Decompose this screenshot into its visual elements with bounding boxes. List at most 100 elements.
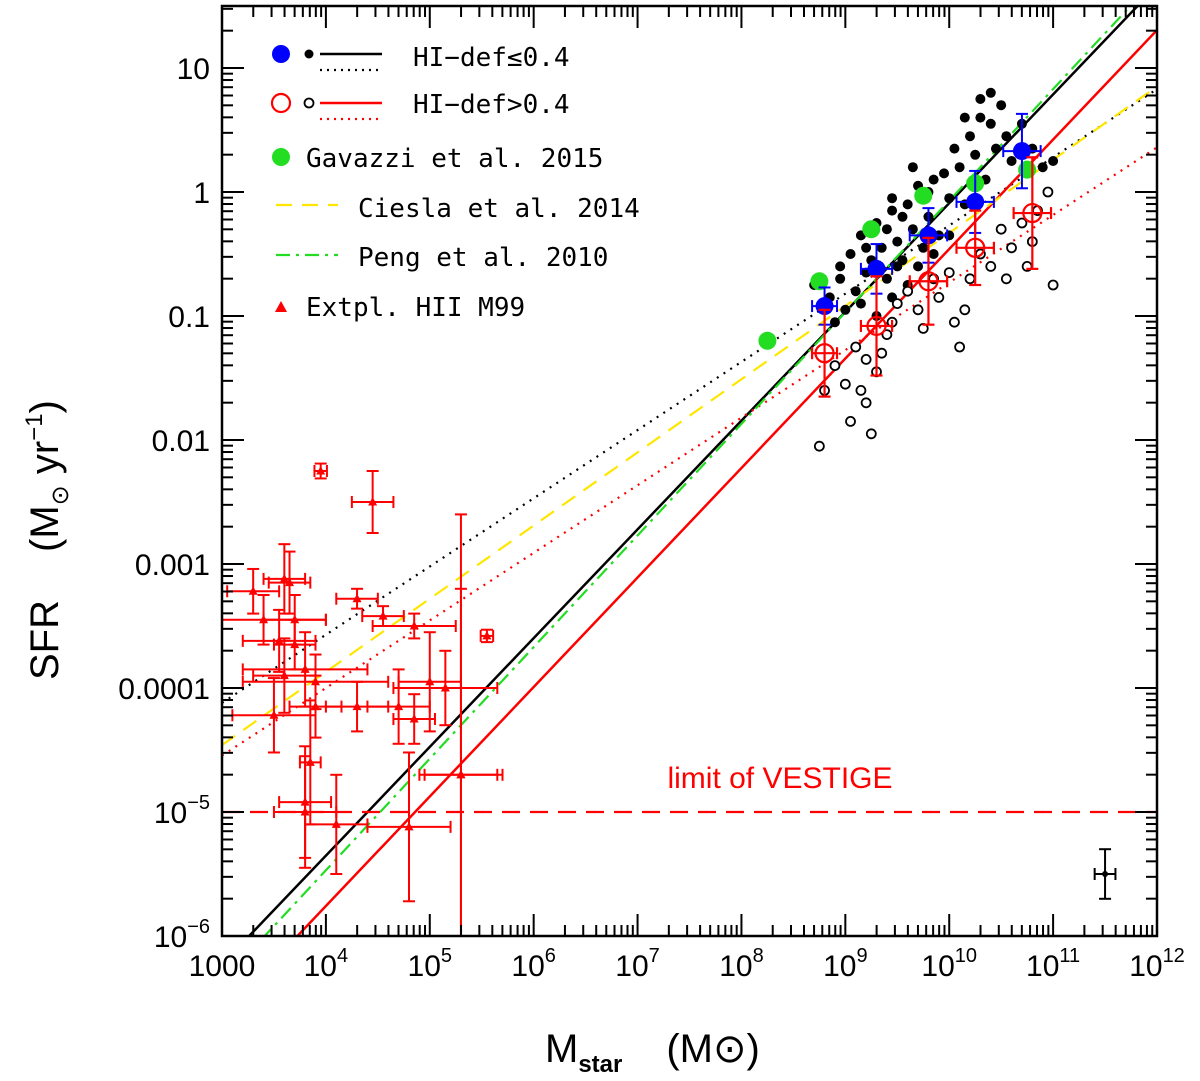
- vestige-limit-label: limit of VESTIGE: [667, 762, 892, 795]
- galaxy-point-normal: [959, 112, 970, 123]
- galaxy-point-deficient: [891, 298, 903, 310]
- galaxy-point-normal: [1001, 131, 1012, 142]
- legend-label: Peng et al. 2010: [358, 243, 608, 273]
- galaxy-point-deficient: [943, 267, 955, 279]
- gavazzi-point: [810, 272, 829, 291]
- x-tick-label: 108: [719, 945, 764, 983]
- binned-deficient-point: [965, 237, 986, 258]
- galaxy-point-deficient: [933, 291, 945, 303]
- error-bar: [1012, 156, 1053, 270]
- galaxy-point-deficient: [845, 415, 856, 427]
- hii-region-point: [404, 821, 414, 831]
- galaxy-point-deficient: [1042, 186, 1054, 198]
- galaxy-point-normal: [907, 162, 918, 173]
- binned-deficient-point: [866, 315, 887, 337]
- galaxy-point-deficient: [850, 341, 862, 353]
- galaxy-point-deficient: [855, 384, 867, 396]
- galaxy-point-normal: [970, 149, 981, 160]
- binned-normal-point: [1012, 142, 1031, 161]
- galaxy-point-normal: [965, 131, 975, 142]
- x-axis-label: Mstar (M⊙): [545, 1027, 760, 1078]
- hii-region-point: [316, 466, 326, 475]
- legend-red-open-marker: [270, 92, 292, 114]
- galaxy-point-normal: [835, 273, 846, 284]
- legend-label: Gavazzi et al. 2015: [306, 144, 603, 174]
- galaxy-point-normal: [892, 236, 903, 247]
- hii-region-point: [269, 710, 279, 719]
- fit-line: [263, 6, 1132, 936]
- galaxy-point-deficient: [865, 428, 877, 440]
- legend-blue-marker: [272, 45, 290, 63]
- galaxy-point-deficient: [985, 260, 997, 272]
- legend-label: HI−def≤0.4: [413, 43, 570, 73]
- galaxy-point-deficient: [964, 273, 976, 285]
- galaxy-point-deficient: [813, 440, 825, 452]
- galaxy-point-normal: [944, 193, 955, 204]
- x-tick-label: 1000: [189, 950, 256, 983]
- y-tick-label: 10−6: [154, 916, 210, 954]
- hii-region-point: [248, 586, 258, 595]
- legend-green-marker: [272, 148, 290, 166]
- y-axis-label: SFR(M⊙ yr−1): [21, 400, 74, 680]
- hii-region-point: [290, 639, 300, 649]
- galaxy-point-normal: [1006, 156, 1017, 166]
- galaxy-point-normal: [840, 304, 851, 315]
- galaxy-point-deficient: [876, 347, 888, 359]
- x-tick-label: 1011: [1026, 945, 1080, 983]
- svg-text:SFR(M⊙ yr−1): SFR(M⊙ yr−1): [21, 400, 74, 680]
- hii-region-point: [482, 630, 492, 640]
- galaxy-point-deficient: [995, 223, 1007, 235]
- fit-line: [295, 29, 1157, 936]
- galaxy-point-deficient: [902, 285, 914, 297]
- galaxy-point-deficient: [912, 304, 924, 316]
- fit-line: [222, 146, 1157, 757]
- legend-triangle-marker: [275, 301, 287, 312]
- hii-region-point: [352, 593, 362, 603]
- galaxy-point-deficient: [949, 316, 960, 328]
- galaxy-point-deficient: [881, 329, 893, 341]
- hii-region-point: [368, 497, 378, 506]
- fit-line: [222, 85, 1157, 746]
- error-bar: [955, 209, 995, 287]
- hii-region-point: [331, 819, 341, 828]
- hii-region-point: [285, 577, 295, 587]
- galaxy-point-normal: [845, 249, 856, 259]
- y-tick-label: 1: [193, 177, 210, 210]
- galaxy-point-normal: [913, 261, 924, 272]
- hii-region-point: [300, 807, 310, 816]
- gavazzi-point: [758, 331, 777, 350]
- hii-region-point: [409, 621, 419, 630]
- galaxy-point-normal: [985, 118, 996, 129]
- x-tick-label: 106: [511, 945, 556, 983]
- galaxy-point-normal: [855, 298, 866, 309]
- legend-small-open-marker: [303, 97, 315, 109]
- galaxy-point-deficient: [959, 304, 971, 316]
- binned-normal-point: [966, 192, 985, 211]
- x-tick-label: 105: [408, 945, 453, 983]
- x-tick-label: 104: [304, 945, 349, 983]
- plot-frame: [220, 4, 1159, 938]
- hii-region-point: [440, 683, 450, 692]
- galaxy-point-normal: [975, 112, 986, 123]
- galaxy-point-normal: [881, 224, 892, 235]
- hii-region-point: [274, 635, 284, 645]
- error-bar: [479, 628, 495, 644]
- y-tick-label: 10−5: [154, 792, 210, 830]
- binned-deficient-point: [814, 343, 835, 364]
- galaxy-point-normal: [850, 286, 861, 297]
- galaxy-point-deficient: [860, 397, 872, 409]
- galaxy-point-normal: [928, 249, 939, 259]
- gavazzi-point: [1018, 160, 1037, 179]
- galaxy-point-normal: [928, 174, 939, 185]
- binned-normal-point: [867, 259, 886, 278]
- galaxy-point-normal: [829, 317, 840, 328]
- galaxy-point-normal: [939, 168, 950, 179]
- y-tick-label: 0.001: [135, 549, 210, 582]
- error-bar: [859, 275, 894, 377]
- galaxy-point-normal: [918, 242, 929, 253]
- hii-region-point: [300, 664, 310, 673]
- galaxy-point-normal: [949, 143, 960, 154]
- galaxy-point-normal: [902, 199, 913, 210]
- gavazzi-point: [862, 220, 881, 239]
